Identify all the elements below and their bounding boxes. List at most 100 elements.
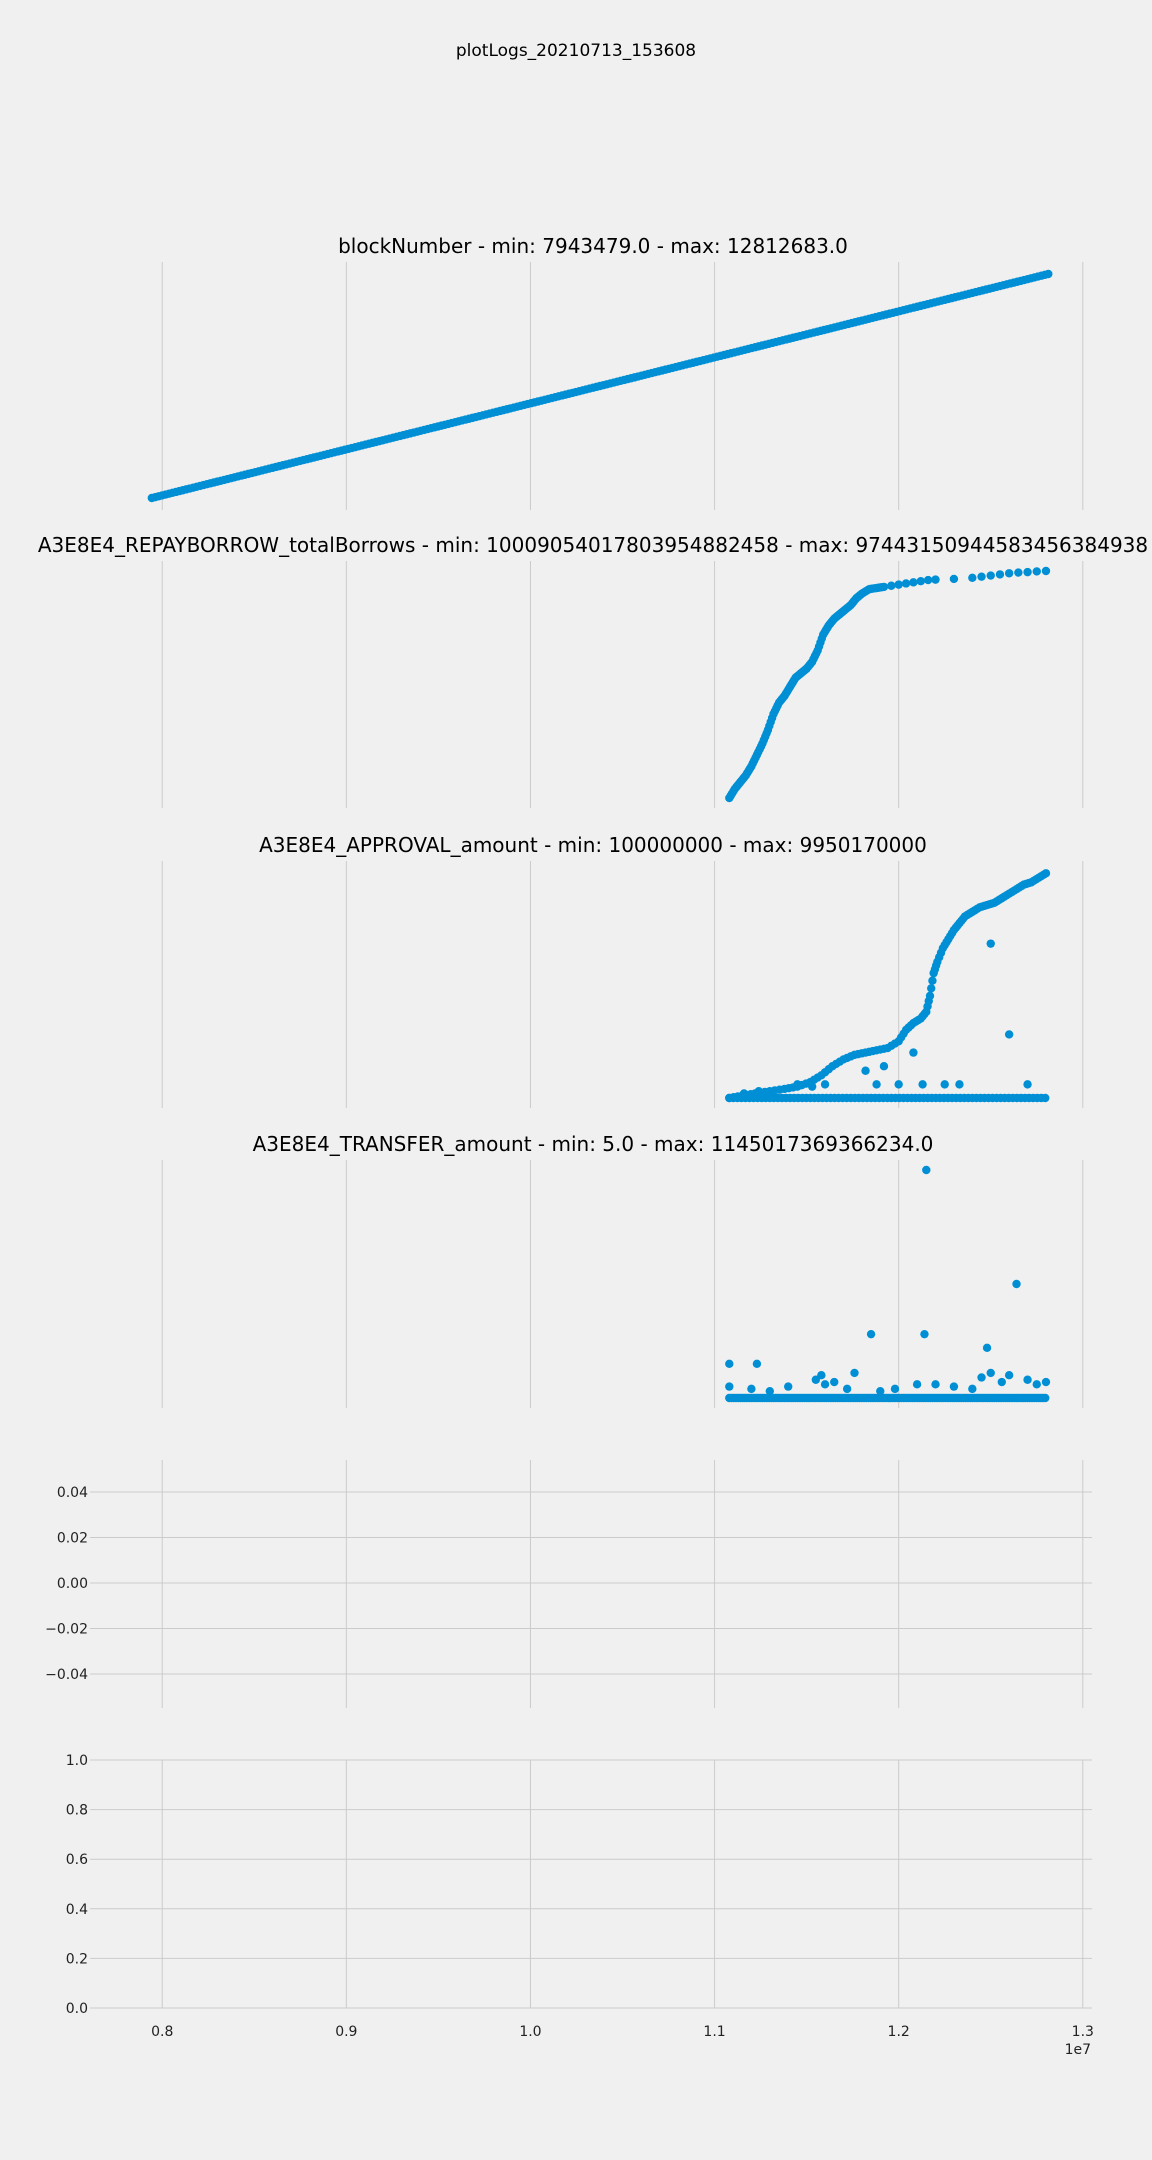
x-tick-label: 0.9 — [335, 2024, 357, 2040]
data-point — [725, 1359, 734, 1369]
data-point — [872, 1080, 881, 1089]
data-point — [995, 570, 1005, 579]
data-point — [1041, 869, 1051, 878]
data-point — [928, 976, 937, 985]
x-tick-label: 1.0 — [519, 2024, 541, 2040]
data-point — [949, 1382, 959, 1391]
data-point — [725, 1382, 734, 1391]
data-point — [793, 1080, 802, 1089]
data-point — [887, 581, 896, 590]
y-tick-label: 0.02 — [57, 1531, 88, 1547]
data-point — [968, 573, 977, 583]
data-point — [1041, 1093, 1050, 1103]
data-point — [866, 1329, 876, 1339]
data-point — [927, 984, 936, 993]
data-point — [955, 1080, 964, 1089]
data-point — [923, 575, 933, 585]
data-point — [1041, 566, 1051, 576]
data-point — [918, 1080, 927, 1089]
data-point — [752, 1359, 762, 1369]
data-point — [879, 582, 889, 592]
data-point — [1032, 1380, 1041, 1389]
data-point — [909, 578, 918, 587]
y-tick-label: 0.04 — [57, 1485, 88, 1501]
data-point — [1041, 1393, 1050, 1403]
data-point — [894, 580, 903, 589]
figure-suptitle: plotLogs_20210713_153608 — [456, 41, 696, 61]
data-point — [817, 1371, 826, 1380]
subplot-title: A3E8E4_REPAYBORROW_totalBorrows - min: 1… — [38, 533, 1148, 557]
y-tick-label: 1.0 — [66, 1753, 88, 1769]
x-tick-label: 1.1 — [703, 2024, 725, 2040]
subplot-1: blockNumber - min: 7943479.0 - max: 1281… — [147, 234, 1084, 510]
data-point — [811, 1375, 821, 1384]
subplot-5: 0.04 0.02 0.00 −0.02 −0.04 — [45, 1460, 1092, 1708]
subplot-title: A3E8E4_APPROVAL_amount - min: 100000000 … — [259, 833, 927, 857]
data-point — [986, 939, 995, 948]
data-point — [931, 1380, 940, 1389]
y-tick-label: 0.2 — [66, 1951, 88, 1967]
data-point — [912, 1380, 922, 1389]
data-point — [842, 1384, 852, 1394]
data-point — [1023, 1375, 1032, 1384]
data-point — [861, 1066, 870, 1075]
subplot-6: 0.8 0.9 1.0 1.1 1.2 1.3 1e7 1.0 0.8 0.6 0.4 0.2 0.0 — [66, 1753, 1094, 2058]
data-point — [765, 1386, 775, 1396]
data-point — [754, 1086, 763, 1096]
data-point — [997, 1377, 1006, 1387]
data-point — [807, 1082, 817, 1091]
data-point — [940, 1080, 949, 1089]
x-tick-label: 1.2 — [888, 2024, 910, 2040]
data-point — [977, 1373, 986, 1382]
y-tick-label: 0.00 — [57, 1576, 88, 1592]
data-point — [1032, 567, 1041, 576]
data-point — [739, 1089, 749, 1098]
data-point — [986, 571, 995, 580]
subplot-stack: blockNumber - min: 7943479.0 - max: 1281… — [38, 234, 1148, 2058]
data-point — [920, 1329, 929, 1339]
data-point — [820, 1380, 830, 1389]
data-point — [1004, 1030, 1014, 1039]
data-point — [894, 1080, 903, 1089]
data-point — [879, 1062, 889, 1071]
y-tick-label: 0.0 — [66, 2001, 88, 2017]
data-point — [784, 1382, 793, 1391]
x-offset-label: 1e7 — [1065, 2042, 1091, 2058]
data-point — [977, 572, 986, 581]
subplot-2: A3E8E4_REPAYBORROW_totalBorrows - min: 1… — [38, 533, 1148, 808]
data-point — [890, 1384, 900, 1394]
data-point — [922, 1165, 931, 1175]
data-point — [876, 1386, 885, 1396]
data-point — [1014, 568, 1023, 577]
x-tick-label: 1.3 — [1072, 2024, 1094, 2040]
subplot-4: A3E8E4_TRANSFER_amount - min: 5.0 - max:… — [161, 1132, 1084, 1408]
data-point — [901, 579, 911, 588]
data-point — [1012, 1279, 1021, 1289]
data-point — [850, 1368, 859, 1378]
data-point — [949, 574, 959, 584]
data-point — [1023, 567, 1032, 577]
y-tick-label: 0.6 — [66, 1852, 88, 1868]
data-point — [1044, 269, 1053, 279]
data-point — [931, 575, 940, 584]
data-point — [982, 1343, 992, 1353]
data-point — [968, 1384, 977, 1394]
data-point — [830, 1377, 839, 1387]
data-point — [916, 577, 925, 586]
data-point — [925, 991, 935, 1001]
y-tick-label: −0.04 — [45, 1667, 88, 1683]
data-point — [747, 1384, 756, 1394]
data-point — [1041, 1377, 1051, 1387]
y-tick-label: 0.4 — [66, 1902, 88, 1918]
data-point — [1023, 1080, 1032, 1089]
data-point — [1004, 569, 1014, 578]
y-tick-label: 0.8 — [66, 1803, 88, 1819]
subplot-3: A3E8E4_APPROVAL_amount - min: 100000000 … — [161, 833, 1084, 1108]
data-point — [909, 1048, 918, 1057]
data-point — [820, 1080, 830, 1089]
y-tick-label: −0.02 — [45, 1622, 88, 1638]
data-point — [1004, 1371, 1014, 1380]
subplot-title: blockNumber - min: 7943479.0 - max: 1281… — [338, 234, 848, 258]
x-tick-label: 0.8 — [151, 2024, 173, 2040]
